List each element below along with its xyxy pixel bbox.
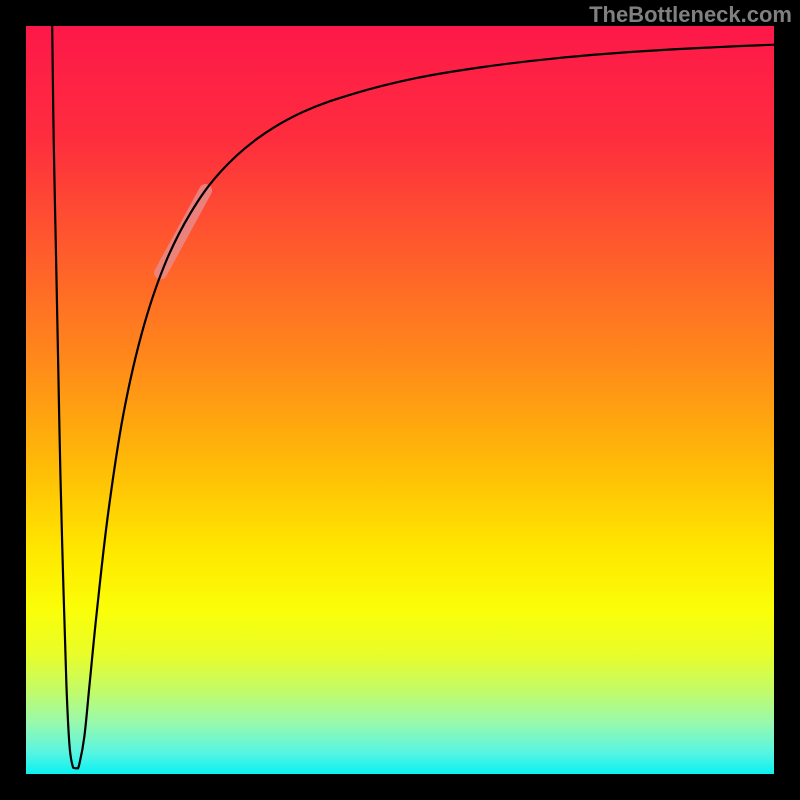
chart-container: TheBottleneck.com [0, 0, 800, 800]
watermark-text: TheBottleneck.com [589, 2, 792, 28]
plot-background [26, 26, 774, 774]
bottleneck-chart [0, 0, 800, 800]
